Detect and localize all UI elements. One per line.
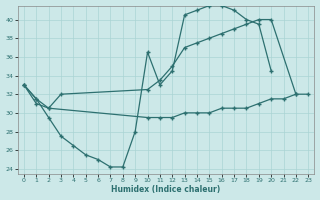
X-axis label: Humidex (Indice chaleur): Humidex (Indice chaleur) [111, 185, 221, 194]
